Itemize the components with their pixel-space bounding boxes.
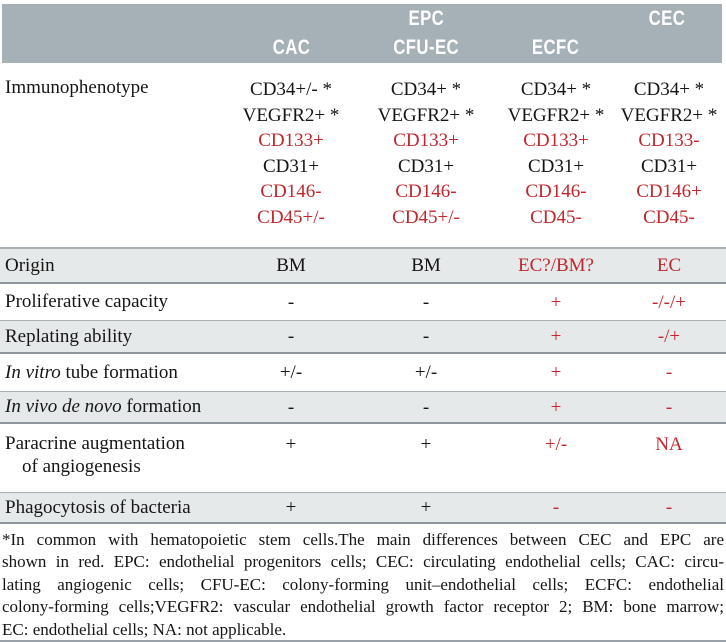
cell-value: + xyxy=(420,497,432,518)
marker-value: CD34+ * xyxy=(633,79,705,100)
cell-value: - xyxy=(287,326,295,347)
row-label-line2: of angiogenesis xyxy=(22,456,141,477)
cell-value: +/- xyxy=(414,362,438,383)
cell-value: - xyxy=(552,497,560,518)
cell-value: NA xyxy=(655,434,683,455)
footnote-line: EC: endothelial cells; NA: not applicabl… xyxy=(2,619,287,639)
row-replating-ability: Replating ability - - + -/+ xyxy=(0,320,726,354)
marker-value: CD45+/- xyxy=(392,206,460,228)
marker-value: CD34+/- * xyxy=(250,79,332,100)
row-label-rest-part: formation xyxy=(121,396,202,417)
cell-value: - xyxy=(665,497,673,518)
cell-value: - xyxy=(422,396,430,418)
footnote-line: shown in red. EPC: endothelial progenito… xyxy=(2,552,724,572)
cell-value: + xyxy=(550,396,562,418)
marker-value: CD133- xyxy=(638,130,700,151)
immunophenotype-ecfc-cell: CD34+ * VEGFR2+ * CD133+ CD31+ CD146- CD… xyxy=(500,77,612,247)
marker-value: CD31+ xyxy=(397,155,455,177)
cell-value: + xyxy=(550,326,562,347)
header-column-ecfc: ECFC xyxy=(500,33,612,63)
cell-value: +/- xyxy=(279,362,303,383)
marker-value: CD31+ xyxy=(527,155,585,177)
cell-value: - xyxy=(665,396,673,418)
marker-value: VEGFR2+ * xyxy=(620,104,718,126)
row-paracrine-augmentation: Paracrine augmentation of angiogenesis + … xyxy=(0,424,726,492)
row-label-proliferative-capacity: Proliferative capacity xyxy=(5,291,169,312)
row-in-vivo-de-novo-formation: In vivo de novo formation - - + - xyxy=(0,391,726,424)
row-label-phagocytosis-of-bacteria: Phagocytosis of bacteria xyxy=(5,496,191,518)
cell-value: - xyxy=(287,396,295,418)
marker-value: VEGFR2+ * xyxy=(377,104,475,126)
marker-value: CD133+ xyxy=(258,130,324,151)
row-label-replating-ability: Replating ability xyxy=(5,325,133,347)
row-in-vitro-tube-formation: In vitro tube formation +/- +/- + - xyxy=(0,354,726,391)
cell-value: EC?/BM? xyxy=(518,255,594,276)
marker-value: CD34+ * xyxy=(520,79,592,100)
row-label-italic-part: In vivo de novo xyxy=(5,396,122,417)
marker-value: CD133+ xyxy=(393,130,459,151)
immunophenotype-cac-cell: CD34+/- * VEGFR2+ * CD133+ CD31+ CD146- … xyxy=(230,77,352,247)
marker-value: VEGFR2+ * xyxy=(507,104,605,126)
header-column-cac-label: CAC xyxy=(272,36,310,59)
cell-value: + xyxy=(550,362,562,383)
marker-value: CD146- xyxy=(260,181,322,202)
header-column-cfu-ec-label: CFU-EC xyxy=(393,36,459,59)
row-label-rest-part: tube formation xyxy=(60,361,178,383)
marker-value: CD146+ xyxy=(636,181,702,202)
marker-value: CD31+ xyxy=(262,155,320,177)
header-column-cac: CAC xyxy=(230,33,352,63)
cell-value: - xyxy=(287,291,295,313)
marker-value: CD146- xyxy=(395,181,457,202)
header-column-cfu-ec: CFU-EC xyxy=(352,33,500,63)
header-group-epc: EPC xyxy=(352,4,500,33)
cell-value: + xyxy=(285,434,297,455)
footnote-line: colony-forming cells;VEGFR2: vascular en… xyxy=(2,597,724,617)
cell-value: BM xyxy=(411,255,441,276)
marker-value: CD45+/- xyxy=(257,206,325,228)
cell-value: + xyxy=(285,497,297,518)
row-origin: Origin BM BM EC?/BM? EC xyxy=(0,247,726,284)
cell-value: + xyxy=(550,291,562,313)
marker-value: CD45- xyxy=(530,206,582,228)
cell-value: -/-/+ xyxy=(652,291,686,313)
cell-value: -/+ xyxy=(657,326,681,347)
row-label-immunophenotype: Immunophenotype xyxy=(5,77,149,98)
footnote-line: *In common with hematopoietic stem cells… xyxy=(2,530,724,549)
marker-value: CD45- xyxy=(643,206,695,228)
immunophenotype-cfu-ec-cell: CD34+ * VEGFR2+ * CD133+ CD31+ CD146- CD… xyxy=(352,77,500,247)
immunophenotype-cec-cell: CD34+ * VEGFR2+ * CD133- CD31+ CD146+ CD… xyxy=(612,77,726,247)
table-header: EPC CEC CAC CFU-EC ECFC xyxy=(2,4,722,63)
marker-value: VEGFR2+ * xyxy=(242,104,340,126)
row-proliferative-capacity: Proliferative capacity - - + -/-/+ xyxy=(0,284,726,320)
header-column-ecfc-label: ECFC xyxy=(532,36,580,59)
marker-value: CD146- xyxy=(525,181,587,202)
header-group-epc-label: EPC xyxy=(408,6,444,30)
cell-value: EC xyxy=(656,255,682,276)
marker-value: CD31+ xyxy=(640,155,698,177)
row-label-in-vivo-de-novo-formation: In vivo de novo formation xyxy=(0,396,230,418)
marker-value: CD133+ xyxy=(523,130,589,151)
cell-value: + xyxy=(420,434,432,455)
cell-value: +/- xyxy=(544,434,568,455)
cell-value: - xyxy=(422,326,430,347)
header-column-cec-label: CEC xyxy=(648,6,686,30)
row-label-origin: Origin xyxy=(5,254,55,276)
cell-value: - xyxy=(665,362,673,383)
header-column-cec: CEC xyxy=(612,4,722,33)
table-footnote: *In common with hematopoietic stem cells… xyxy=(0,524,726,642)
row-label-in-vitro-tube-formation: In vitro tube formation xyxy=(0,362,230,384)
row-immunophenotype: Immunophenotype CD34+/- * VEGFR2+ * CD13… xyxy=(0,63,726,247)
row-label-paracrine-augmentation: Paracrine augmentation of angiogenesis xyxy=(0,432,230,478)
row-phagocytosis-of-bacteria: Phagocytosis of bacteria + + - - xyxy=(0,492,726,524)
cell-value: - xyxy=(422,291,430,313)
row-label-italic-part: In vitro xyxy=(5,361,61,383)
row-label-line1: Paracrine augmentation xyxy=(5,433,185,454)
footnote-line: lating angiogenic cells; CFU-EC: colony-… xyxy=(2,574,724,594)
marker-value: CD34+ * xyxy=(390,79,462,100)
cell-value: BM xyxy=(276,255,306,276)
